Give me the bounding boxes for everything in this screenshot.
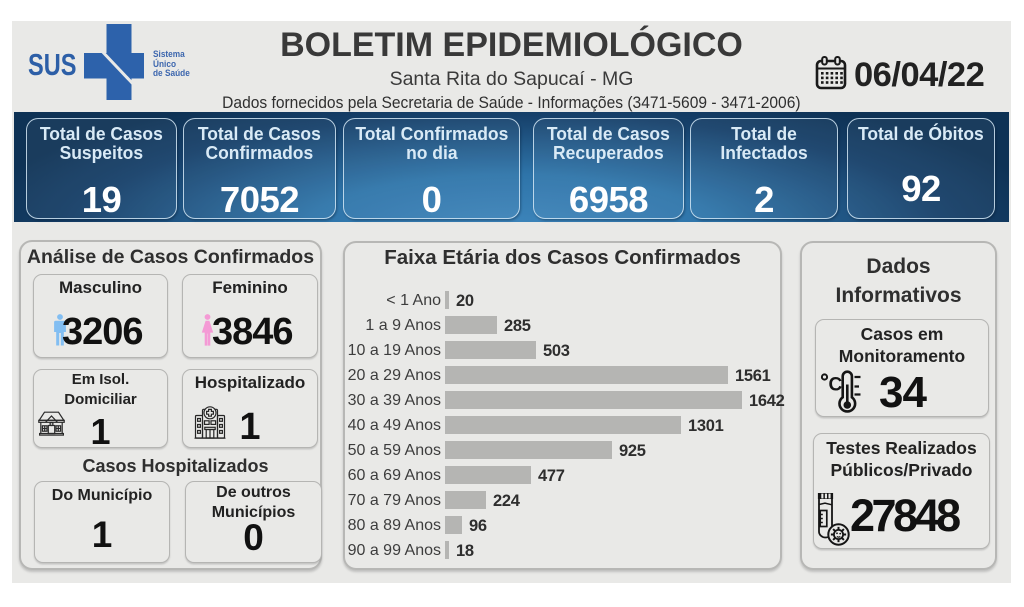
svg-text:C: C xyxy=(829,375,843,396)
